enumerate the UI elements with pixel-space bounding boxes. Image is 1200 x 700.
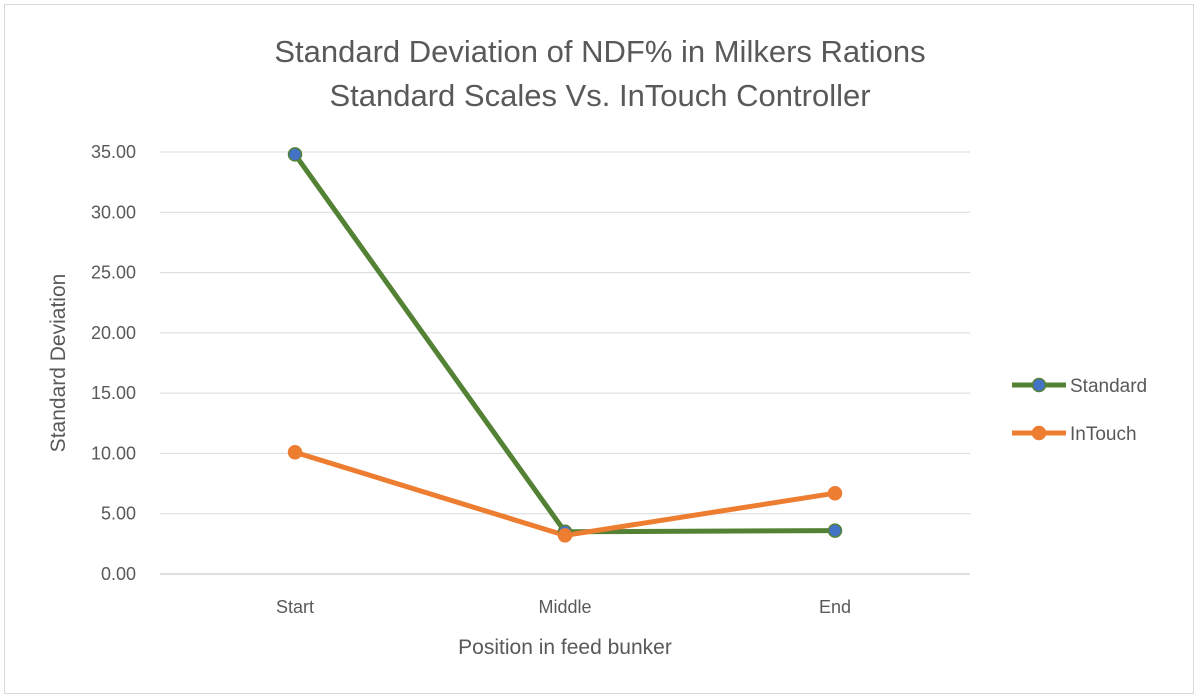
series-lines (287, 147, 843, 543)
x-tick-label: Start (276, 597, 314, 617)
y-tick-label: 20.00 (91, 323, 136, 343)
data-point-intouch (287, 444, 303, 460)
chart-frame (4, 4, 1194, 694)
y-tick-label: 25.00 (91, 263, 136, 283)
legend-marker-intouch (1031, 425, 1047, 441)
x-tick-label: Middle (538, 597, 591, 617)
data-point-intouch (827, 485, 843, 501)
chart-title-line-1: Standard Deviation of NDF% in Milkers Ra… (274, 34, 926, 69)
legend-label-standard: Standard (1070, 376, 1147, 397)
gridlines (160, 151, 970, 575)
y-tick-label: 5.00 (101, 504, 136, 524)
legend-marker-standard (1031, 377, 1047, 393)
data-point-intouch (557, 528, 573, 543)
y-tick-label: 35.00 (91, 142, 136, 162)
chart-title-line-2: Standard Scales Vs. InTouch Controller (329, 78, 871, 113)
x-tick-labels: Start Middle End (276, 597, 851, 617)
y-axis-title: Standard Deviation (47, 274, 70, 453)
y-tick-label: 10.00 (91, 443, 136, 463)
data-point-standard (827, 523, 843, 538)
legend: Standard InTouch (1012, 376, 1147, 445)
x-axis-title: Position in feed bunker (458, 636, 672, 659)
series-line-intouch (292, 449, 838, 538)
y-tick-label: 15.00 (91, 383, 136, 403)
y-tick-label: 0.00 (101, 564, 136, 584)
data-point-standard (287, 147, 303, 162)
legend-label-intouch: InTouch (1070, 424, 1137, 445)
chart-title: Standard Deviation of NDF% in Milkers Ra… (0, 30, 1200, 118)
y-tick-labels: 0.00 5.00 10.00 15.00 20.00 25.00 30.00 35.00 (91, 142, 136, 584)
y-tick-label: 30.00 (91, 202, 136, 222)
x-tick-label: End (819, 597, 851, 617)
